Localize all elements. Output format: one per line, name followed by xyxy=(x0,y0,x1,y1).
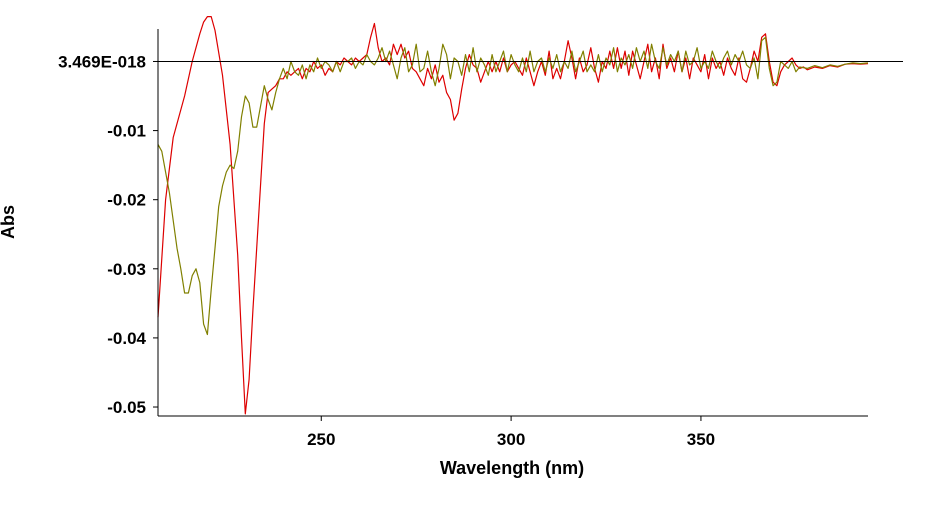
y-tick-label: 3.469E-018 xyxy=(58,52,146,71)
y-axis-title: Abs xyxy=(0,205,18,239)
x-axis-title: Wavelength (nm) xyxy=(440,458,584,478)
x-tick-label: 350 xyxy=(687,430,715,449)
series-line-2 xyxy=(157,36,869,336)
y-tick-label: -0.05 xyxy=(107,398,146,417)
x-axis-ticks: 250 300 350 xyxy=(307,416,715,449)
x-tick-label: 250 xyxy=(307,430,335,449)
y-tick-label: -0.03 xyxy=(107,260,146,279)
y-tick-label: -0.04 xyxy=(107,329,146,348)
y-tick-label: -0.01 xyxy=(107,122,146,141)
y-tick-label: -0.02 xyxy=(107,191,146,210)
x-tick-label: 300 xyxy=(497,430,525,449)
y-axis-ticks: 3.469E-018 -0.01 -0.02 -0.03 -0.04 -0.05 xyxy=(58,52,158,417)
